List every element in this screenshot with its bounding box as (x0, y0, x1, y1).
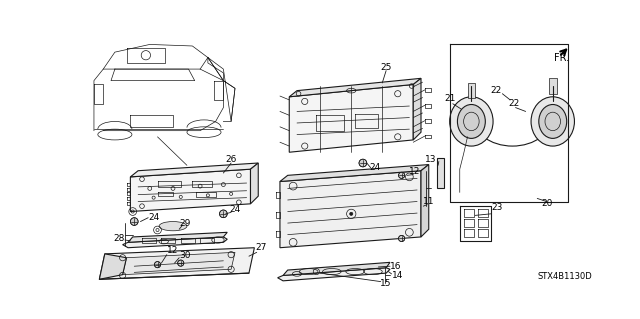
Circle shape (131, 218, 138, 226)
Text: 22: 22 (508, 99, 520, 108)
Text: 28: 28 (113, 234, 124, 243)
Ellipse shape (539, 105, 566, 138)
Text: 30: 30 (179, 251, 190, 260)
Circle shape (399, 172, 404, 178)
Ellipse shape (531, 97, 575, 146)
Text: 27: 27 (255, 243, 266, 252)
Text: 15: 15 (380, 278, 392, 288)
Text: 23: 23 (492, 203, 502, 212)
Text: 14: 14 (392, 271, 403, 280)
Polygon shape (421, 165, 429, 237)
Text: 20: 20 (541, 199, 552, 208)
Text: 29: 29 (179, 219, 190, 227)
Circle shape (399, 235, 404, 241)
Ellipse shape (458, 105, 485, 138)
Ellipse shape (450, 97, 493, 146)
Circle shape (220, 210, 227, 218)
Text: FR.: FR. (554, 53, 569, 63)
Text: STX4B1130D: STX4B1130D (537, 272, 592, 281)
Text: 21: 21 (445, 94, 456, 103)
Text: 24: 24 (369, 163, 380, 172)
Circle shape (178, 260, 184, 266)
Polygon shape (128, 232, 227, 242)
Polygon shape (549, 78, 557, 94)
Polygon shape (131, 169, 250, 211)
Text: 11: 11 (423, 197, 435, 206)
Polygon shape (99, 248, 254, 279)
Polygon shape (289, 85, 413, 152)
Polygon shape (467, 83, 476, 98)
Circle shape (359, 159, 367, 167)
Polygon shape (278, 268, 390, 281)
Text: 22: 22 (490, 86, 502, 95)
Polygon shape (123, 252, 235, 275)
Polygon shape (413, 78, 421, 140)
Polygon shape (99, 254, 127, 279)
Circle shape (349, 212, 353, 215)
Polygon shape (436, 158, 444, 189)
Polygon shape (280, 165, 429, 182)
Text: 12: 12 (409, 167, 420, 176)
Text: 24: 24 (229, 205, 241, 214)
Polygon shape (289, 78, 421, 97)
Polygon shape (283, 262, 390, 275)
Text: 13: 13 (426, 155, 437, 164)
Text: 25: 25 (380, 63, 392, 72)
Text: 24: 24 (148, 213, 159, 222)
Ellipse shape (159, 221, 187, 231)
Text: 16: 16 (390, 262, 402, 271)
Text: 12: 12 (167, 246, 179, 255)
Polygon shape (250, 163, 259, 204)
Polygon shape (131, 163, 259, 177)
Polygon shape (280, 171, 421, 248)
Polygon shape (123, 237, 227, 248)
Circle shape (154, 262, 161, 268)
Text: 26: 26 (225, 155, 237, 164)
